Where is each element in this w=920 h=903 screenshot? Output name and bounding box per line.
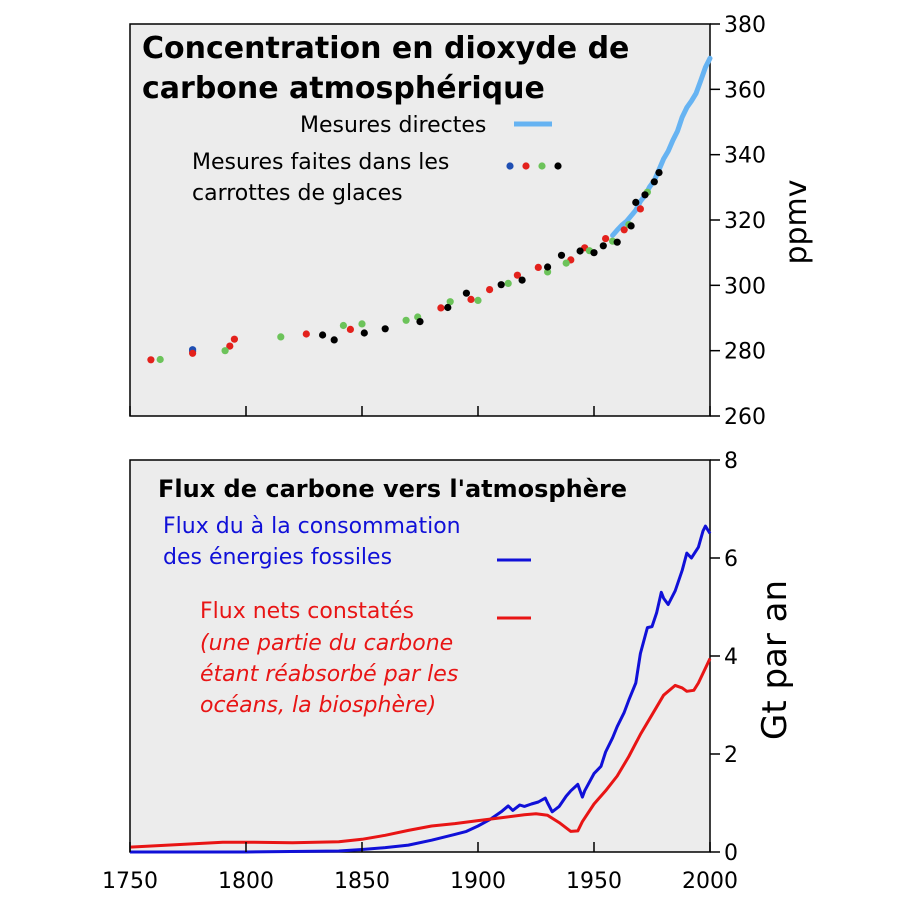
x-axis-years: 1750 1800 1850 1900 1950 2000 [102,842,738,894]
data-point-icecore [226,342,234,350]
carbon-flux-chart: 0 2 4 6 8 1750 1800 1850 1900 1950 2000 Flux de c… [102,449,795,894]
x-tick-label: 1750 [102,869,158,894]
series-line-net-flux [129,657,712,849]
legend-label-net-line-2: (une partie du carbone [200,631,453,656]
y-tick-label: 380 [724,13,766,38]
data-point-icecore [557,251,566,259]
co2-series [147,55,713,364]
legend-label-icecore-line-1: Mesures faites dans les [192,150,449,175]
data-point-icecore [590,249,598,257]
data-point-icecore [302,330,310,338]
y-tick-label: 280 [724,340,766,365]
legend-dot [522,162,530,170]
legend-label-fossil-line-2: des énergies fossiles [163,545,392,570]
data-point-icecore [620,226,628,234]
data-point-icecore [402,316,410,324]
data-point-icecore [544,263,552,271]
data-point-icecore [534,263,542,271]
x-axis-top [129,406,711,416]
legend-bottom: Flux du à la consommation des énergies f… [163,514,531,718]
x-tick-label: 2000 [682,869,738,894]
legend-top: Mesures directes Mesures faites dans les… [192,113,562,206]
x-tick-label: 1950 [566,869,622,894]
data-point-icecore [416,318,424,326]
chart-title-line-2: carbone atmosphérique [142,71,545,106]
legend-dot [506,162,514,170]
y-tick-label: 360 [724,78,766,103]
x-tick-label: 1900 [450,869,506,894]
data-point-icecore [518,276,526,284]
legend-label-net-line-1: Flux nets constatés [200,599,414,624]
y-tick-label: 6 [724,547,738,572]
data-point-icecore [346,325,354,333]
data-point-icecore [444,303,452,312]
y-axis-label-ppmv: ppmv [779,179,814,264]
x-tick-label: 1800 [218,869,274,894]
co2-concentration-chart: 260 280 300 320 340 360 380 Concentration en d… [129,13,814,430]
legend-label-fossil-line-1: Flux du à la consommation [163,514,461,539]
data-point-icecore [486,286,494,294]
data-point-icecore [599,242,607,250]
chart-title-bottom: Flux de carbone vers l'atmosphère [158,475,627,503]
legend-label-icecore-line-2: carrottes de glaces [192,181,403,206]
data-point-icecore [221,347,229,355]
legend-swatch-icecore [506,162,562,170]
data-point-icecore [147,356,155,364]
legend-dot [554,162,562,170]
data-point-icecore [562,259,570,267]
data-point-icecore [602,235,610,243]
y-tick-label: 340 [724,144,766,169]
y-axis-label-gt: Gt par an [755,580,795,740]
data-point-icecore [650,178,658,186]
data-point-icecore [446,298,454,306]
data-point-icecore [576,247,584,255]
data-point-icecore [319,331,327,339]
data-point-icecore [230,335,238,343]
data-point-icecore [437,304,445,312]
y-axis-gt: 0 2 4 6 8 [710,449,738,866]
data-point-icecore [339,321,347,330]
y-tick-label: 260 [724,405,766,430]
data-point-icecore [330,336,338,344]
flux-series [129,524,712,854]
plot-area-bottom [129,459,711,853]
data-point-icecore [474,296,482,304]
x-tick-label: 1850 [334,869,390,894]
data-point-icecore [627,222,635,230]
y-tick-label: 300 [724,274,766,299]
data-point-icecore [641,191,649,199]
data-point-icecore [513,271,522,279]
series-line-fossil-flux [130,524,712,854]
legend-label-net-line-3: étant réabsorbé par les [200,662,458,687]
y-axis-ppmv: 260 280 300 320 340 360 380 [710,13,766,430]
data-point-icecore [189,349,197,357]
data-point-icecore [504,279,512,287]
legend-dot [538,162,546,170]
data-point-icecore [462,289,470,297]
data-point-icecore [381,325,389,333]
y-tick-label: 320 [724,209,766,234]
y-tick-label: 4 [724,645,738,670]
y-tick-label: 0 [724,841,738,866]
series-line-direct-measurements [610,55,713,238]
data-point-icecore [636,205,645,213]
y-tick-label: 8 [724,449,738,474]
data-point-icecore [156,355,164,364]
data-point-icecore [632,198,640,206]
y-tick-label: 2 [724,743,738,768]
legend-label-net-line-4: océans, la biosphère) [200,693,436,718]
chart-title-line-1: Concentration en dioxyde de [142,31,629,66]
data-point-icecore [360,329,368,337]
data-point-icecore [277,333,285,341]
data-point-icecore [613,238,621,246]
data-point-icecore [358,320,366,328]
data-point-icecore [467,295,475,303]
data-point-icecore [655,169,663,177]
data-point-icecore [497,281,505,289]
legend-label-direct: Mesures directes [300,113,486,138]
